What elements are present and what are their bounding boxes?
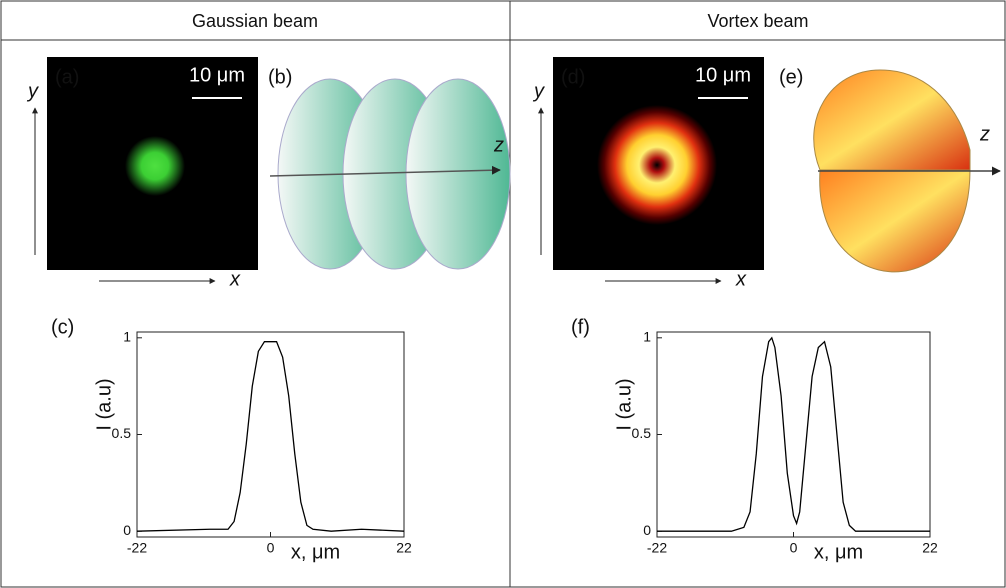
panel-title: Vortex beam	[707, 11, 808, 31]
panel-title: Gaussian beam	[192, 11, 318, 31]
data-line	[136, 341, 405, 532]
panel-label: (b)	[268, 66, 292, 88]
plot-frame	[656, 331, 931, 538]
x-axis-label: x, μm	[291, 541, 340, 563]
scale-bar-label: 10 μm	[695, 64, 751, 86]
x-tick-label: -22	[647, 540, 667, 556]
y-axis-label: I (a.u)	[93, 378, 115, 430]
y-tick-label: 0.5	[632, 425, 652, 441]
panel-label: (d)	[561, 66, 585, 88]
axis-name: x	[229, 268, 241, 290]
data-line	[657, 336, 930, 532]
gaussian-spot	[125, 136, 185, 196]
diagram-e	[813, 69, 1001, 273]
panel-label: (f)	[571, 316, 590, 338]
y-tick-label: 0	[123, 522, 131, 538]
x-tick-label: 22	[922, 540, 938, 556]
x-axis-label: x, μm	[814, 541, 863, 563]
y-tick-label: 0	[643, 522, 651, 538]
axis-name: y	[26, 80, 39, 102]
y-axis-label: I (a.u)	[613, 378, 635, 430]
axis-name: x	[735, 268, 747, 290]
y-tick-label: 1	[643, 329, 651, 345]
x-tick-label: -22	[127, 540, 147, 556]
panel-label: (a)	[55, 66, 79, 88]
axis-name: y	[532, 80, 545, 102]
x-tick-label: 0	[790, 540, 798, 556]
scale-bar-label: 10 μm	[189, 64, 245, 86]
plot-frame	[136, 331, 405, 538]
y-tick-label: 1	[123, 329, 131, 345]
x-tick-label: 0	[267, 540, 275, 556]
x-tick-label: 22	[396, 540, 412, 556]
panel-label: (e)	[779, 66, 803, 88]
axis-name: z	[979, 123, 990, 145]
y-tick-label: 0.5	[112, 425, 132, 441]
diagram-b	[269, 78, 511, 270]
axis-name: z	[493, 134, 504, 156]
panel-label: (c)	[51, 316, 74, 338]
vortex-ring	[597, 105, 717, 225]
